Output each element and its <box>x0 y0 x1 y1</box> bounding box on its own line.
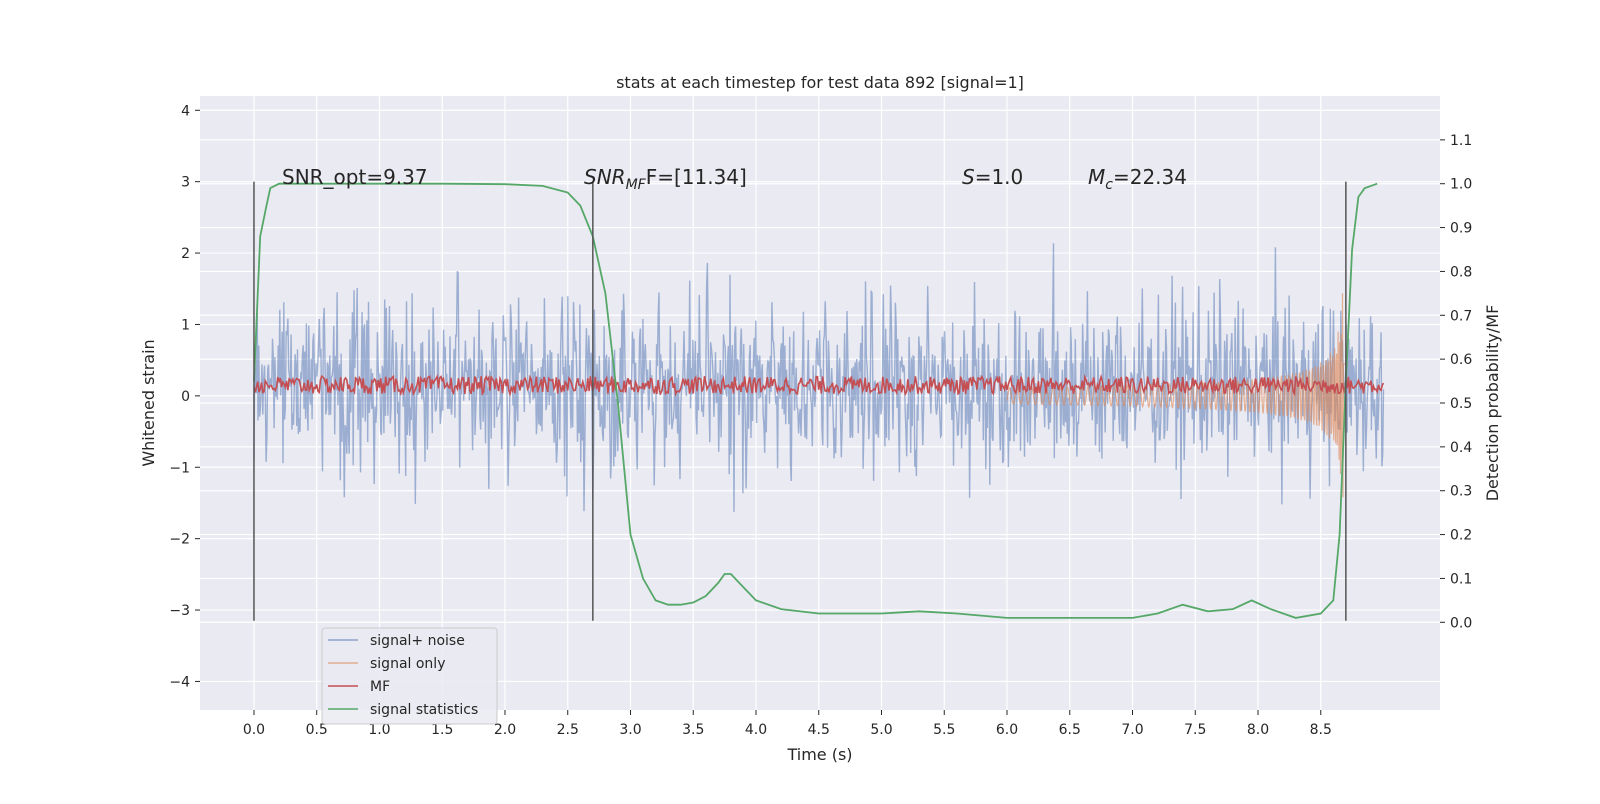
x-axis-ticks: 0.0 0.5 1.0 1.5 2.0 2.5 3.0 3.5 4.0 4.5 5.0 5.5 6.0 6… <box>243 710 1332 738</box>
annotation-snr-opt: SNR_opt=9.37 <box>282 165 428 189</box>
series-signal-only <box>1006 293 1346 498</box>
annotation-s: S=1.0 <box>962 165 1023 189</box>
y-right-tick-label: 0.7 <box>1450 308 1472 324</box>
y-right-tick-label: 0.5 <box>1450 396 1472 412</box>
y-right-tick-label: 0.9 <box>1450 221 1472 237</box>
y-tick-label: −2 <box>169 532 190 548</box>
y-tick-label: −4 <box>169 674 190 690</box>
x-tick-label: 6.0 <box>996 722 1018 738</box>
y-axis-right-ticks: 0.0 0.1 0.2 0.3 0.4 0.5 0.6 0.7 0.8 0.9 1.0 1.1 <box>1440 133 1472 631</box>
x-tick-label: 1.5 <box>431 722 453 738</box>
grid <box>200 96 1440 710</box>
y-axis-right-label: Detection probability/MF <box>1483 305 1502 502</box>
y-right-tick-label: 0.1 <box>1450 571 1472 587</box>
annotation-s-italic: S <box>962 165 975 189</box>
y-right-tick-label: 0.4 <box>1450 440 1472 456</box>
x-tick-label: 5.5 <box>933 722 955 738</box>
x-tick-label: 1.0 <box>368 722 390 738</box>
y-right-tick-label: 0.3 <box>1450 484 1472 500</box>
annotation-snr-mf-main: SNR <box>584 165 626 189</box>
y-tick-label: 4 <box>181 103 190 119</box>
y-tick-label: 0 <box>181 389 190 405</box>
x-tick-label: 5.0 <box>870 722 892 738</box>
annotation-mc-sub: c <box>1105 177 1113 193</box>
legend: signal+ noise signal only MF signal stat… <box>321 627 498 725</box>
x-tick-label: 7.0 <box>1121 722 1143 738</box>
y-right-tick-label: 1.0 <box>1450 177 1472 193</box>
y-right-tick-label: 0.6 <box>1450 352 1472 368</box>
chart-title: stats at each timestep for test data 892… <box>616 73 1024 92</box>
x-tick-label: 2.5 <box>557 722 579 738</box>
annotation-mc-rest: =22.34 <box>1113 165 1187 189</box>
legend-label-signal-statistics: signal statistics <box>370 702 478 718</box>
x-tick-label: 8.0 <box>1247 722 1269 738</box>
legend-box <box>321 627 498 725</box>
x-tick-label: 2.0 <box>494 722 516 738</box>
series-layer <box>253 182 1385 619</box>
x-axis-label: Time (s) <box>786 745 852 764</box>
y-right-tick-label: 1.1 <box>1450 133 1472 149</box>
y-tick-label: −3 <box>169 603 190 619</box>
y-tick-label: −1 <box>169 460 190 476</box>
legend-label-signal-noise: signal+ noise <box>370 633 465 649</box>
annotation-mc-main: M <box>1088 165 1105 189</box>
y-tick-label: 3 <box>181 175 190 191</box>
x-tick-label: 7.5 <box>1184 722 1206 738</box>
x-tick-label: 8.5 <box>1310 722 1332 738</box>
x-tick-label: 4.0 <box>745 722 767 738</box>
vertical-markers <box>253 181 1347 621</box>
y-tick-label: 2 <box>181 246 190 262</box>
series-signal-statistics <box>253 182 1378 619</box>
y-axis-label: Whitened strain <box>139 339 158 466</box>
annotation-snr-mf: SNRMFF=[11.34] <box>584 165 747 193</box>
x-tick-label: 3.5 <box>682 722 704 738</box>
annotation-mc: Mc=22.34 <box>1088 165 1187 193</box>
y-right-tick-label: 0.0 <box>1450 615 1472 631</box>
x-tick-label: 0.0 <box>243 722 265 738</box>
y-axis-ticks: −4 −3 −2 −1 0 1 2 3 4 <box>169 103 200 690</box>
legend-label-mf: MF <box>370 679 390 695</box>
x-tick-label: 6.5 <box>1059 722 1081 738</box>
legend-label-signal-only: signal only <box>370 656 445 672</box>
x-tick-label: 3.0 <box>619 722 641 738</box>
annotation-snr-mf-sub: MF <box>626 177 647 193</box>
y-right-tick-label: 0.2 <box>1450 528 1472 544</box>
series-mf <box>253 373 1385 398</box>
y-right-tick-label: 0.8 <box>1450 264 1472 280</box>
annotation-snr-mf-rest: F=[11.34] <box>646 165 747 189</box>
x-tick-label: 4.5 <box>808 722 830 738</box>
y-tick-label: 1 <box>181 317 190 333</box>
x-tick-label: 0.5 <box>306 722 328 738</box>
annotation-s-rest: =1.0 <box>975 165 1024 189</box>
